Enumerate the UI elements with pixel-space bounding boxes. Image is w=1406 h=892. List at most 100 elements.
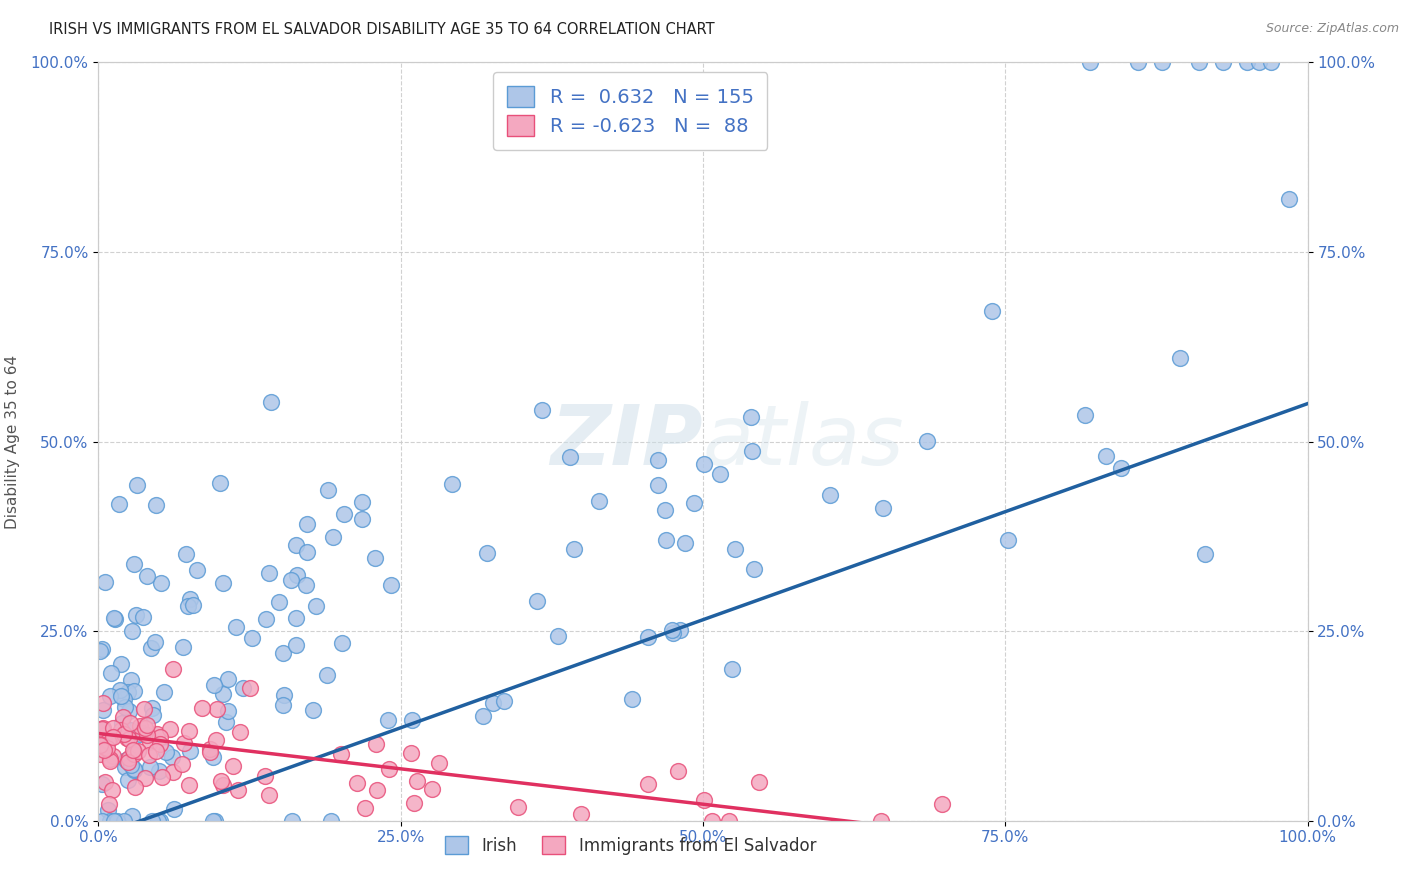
Point <box>139 760 162 774</box>
Point <box>1236 55 1258 70</box>
Point <box>110 715 132 730</box>
Point <box>333 507 356 521</box>
Point <box>402 797 425 811</box>
Point <box>98 814 121 828</box>
Point <box>740 410 762 425</box>
Point <box>186 562 208 576</box>
Point <box>637 777 659 791</box>
Point <box>562 541 585 556</box>
Point <box>110 682 132 697</box>
Point <box>138 735 160 749</box>
Point <box>122 763 145 777</box>
Point <box>115 753 138 767</box>
Point <box>101 783 124 797</box>
Point <box>209 773 232 788</box>
Point <box>492 694 515 708</box>
Point <box>118 704 141 718</box>
Point <box>709 467 731 481</box>
Point <box>89 722 111 736</box>
Point <box>138 747 160 762</box>
Point <box>105 814 128 828</box>
Point <box>1194 548 1216 562</box>
Point <box>1260 55 1282 70</box>
Point <box>198 745 221 759</box>
Point <box>155 745 177 759</box>
Point <box>121 624 143 639</box>
Text: ZIP: ZIP <box>550 401 703 482</box>
Point <box>93 774 115 789</box>
Point <box>136 569 159 583</box>
Point <box>693 793 716 807</box>
Point <box>257 788 280 802</box>
Point <box>110 657 132 671</box>
Point <box>254 611 277 625</box>
Point <box>89 738 111 752</box>
Point <box>122 747 145 761</box>
Text: Source: ZipAtlas.com: Source: ZipAtlas.com <box>1265 22 1399 36</box>
Point <box>142 707 165 722</box>
Text: atlas: atlas <box>703 401 904 482</box>
Point <box>254 769 277 783</box>
Point <box>179 592 201 607</box>
Point <box>405 774 427 789</box>
Point <box>177 599 200 613</box>
Point <box>526 594 548 608</box>
Point <box>90 723 112 737</box>
Point <box>108 498 131 512</box>
Point <box>212 575 235 590</box>
Point <box>702 814 724 828</box>
Point <box>377 713 399 727</box>
Point <box>160 750 183 764</box>
Point <box>285 568 308 582</box>
Point <box>1278 192 1301 206</box>
Point <box>112 726 135 740</box>
Point <box>141 701 163 715</box>
Point <box>93 742 115 756</box>
Point <box>399 746 422 760</box>
Point <box>673 536 696 550</box>
Point <box>115 731 138 745</box>
Point <box>1074 408 1097 422</box>
Point <box>662 625 685 640</box>
Point <box>125 477 148 491</box>
Point <box>98 754 121 768</box>
Point <box>647 478 669 492</box>
Point <box>117 755 139 769</box>
Point <box>1109 460 1132 475</box>
Point <box>1078 55 1101 70</box>
Point <box>181 598 204 612</box>
Point <box>217 672 239 686</box>
Point <box>149 575 172 590</box>
Point <box>232 681 254 695</box>
Point <box>111 709 134 723</box>
Point <box>724 541 747 556</box>
Point <box>118 751 141 765</box>
Point <box>212 687 235 701</box>
Point <box>201 814 224 828</box>
Point <box>91 777 114 791</box>
Point <box>569 807 592 822</box>
Point <box>134 721 156 735</box>
Point <box>239 681 262 695</box>
Point <box>122 743 145 757</box>
Point <box>260 395 283 409</box>
Point <box>271 646 294 660</box>
Point <box>89 644 111 658</box>
Point <box>305 599 328 613</box>
Point <box>93 739 115 754</box>
Point <box>295 545 318 559</box>
Point <box>91 738 114 752</box>
Point <box>209 475 232 490</box>
Point <box>146 726 169 740</box>
Point <box>721 662 744 676</box>
Point <box>558 450 581 465</box>
Point <box>98 797 121 811</box>
Point <box>122 744 145 758</box>
Legend: Irish, Immigrants from El Salvador: Irish, Immigrants from El Salvador <box>439 830 823 862</box>
Point <box>744 562 766 576</box>
Point <box>647 453 669 467</box>
Point <box>316 483 339 497</box>
Point <box>350 512 373 526</box>
Point <box>120 716 142 731</box>
Point <box>273 688 295 702</box>
